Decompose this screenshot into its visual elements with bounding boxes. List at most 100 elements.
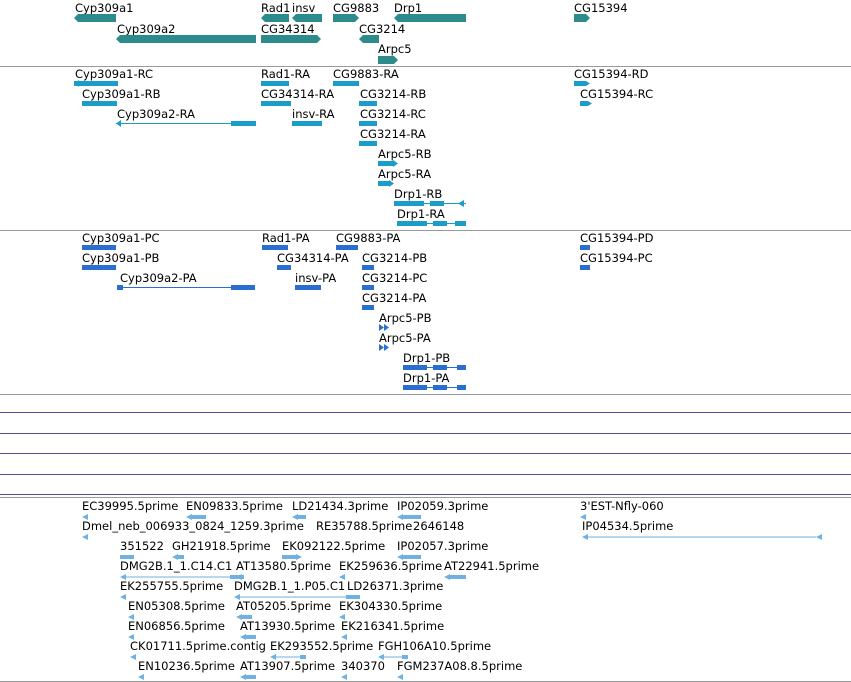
protein-feature[interactable]: [379, 344, 389, 352]
transcript-label: CG15394-RD: [574, 67, 649, 81]
est-feature[interactable]: [234, 594, 360, 600]
protein-label: CG3214-PB: [362, 251, 428, 265]
transcript-feature[interactable]: [359, 140, 377, 148]
est-feature[interactable]: [341, 634, 351, 640]
track-divider: [0, 394, 851, 395]
est-feature[interactable]: [172, 554, 184, 560]
gene-feature[interactable]: [378, 56, 398, 66]
transcript-feature[interactable]: [359, 120, 377, 128]
est-feature[interactable]: [397, 674, 407, 680]
protein-feature[interactable]: [336, 244, 358, 252]
est-feature[interactable]: [120, 554, 134, 560]
est-label: IP04534.5prime: [582, 519, 674, 533]
protein-feature[interactable]: [82, 244, 116, 252]
protein-feature[interactable]: [580, 264, 590, 272]
track-divider: [0, 230, 851, 231]
transcript-feature[interactable]: [333, 80, 359, 88]
track-divider: [0, 497, 851, 498]
transcript-feature[interactable]: [261, 100, 291, 108]
transcript-feature[interactable]: [116, 120, 256, 128]
est-feature[interactable]: [292, 514, 306, 520]
gene-feature[interactable]: [333, 14, 359, 24]
gene-feature[interactable]: [116, 35, 256, 45]
protein-feature[interactable]: [362, 304, 374, 312]
transcript-feature[interactable]: [74, 80, 118, 88]
est-feature[interactable]: [580, 514, 588, 520]
gene-feature[interactable]: [261, 35, 321, 45]
protein-feature[interactable]: [403, 364, 466, 372]
est-feature[interactable]: [582, 534, 822, 540]
transcript-feature[interactable]: [378, 180, 394, 188]
est-feature[interactable]: [130, 654, 140, 660]
transcript-feature[interactable]: [359, 100, 377, 108]
est-feature[interactable]: [397, 554, 421, 560]
transcript-label: Drp1-RB: [394, 187, 443, 201]
est-label: DMG2B.1_1.P05.C1: [234, 579, 346, 593]
protein-feature[interactable]: [262, 244, 288, 252]
transcript-feature[interactable]: [292, 120, 322, 128]
protein-label: CG9883-PA: [336, 231, 401, 245]
protein-feature[interactable]: [379, 324, 389, 332]
protein-feature[interactable]: [403, 384, 466, 392]
protein-feature[interactable]: [362, 284, 374, 292]
est-feature[interactable]: [236, 614, 252, 620]
gene-label: CG9883: [333, 1, 380, 15]
protein-feature[interactable]: [580, 244, 590, 252]
est-feature[interactable]: [128, 634, 138, 640]
est-feature[interactable]: [339, 574, 349, 580]
est-feature[interactable]: [186, 514, 206, 520]
protein-label: Arpc5-PA: [379, 331, 431, 345]
protein-feature[interactable]: [117, 284, 255, 292]
transcript-label: Arpc5-RB: [378, 147, 432, 161]
est-label: EK216341.5prime: [341, 619, 445, 633]
est-feature[interactable]: [397, 514, 421, 520]
gene-feature[interactable]: [74, 14, 116, 24]
transcript-label: CG9883-RA: [333, 67, 399, 81]
est-feature[interactable]: [128, 614, 138, 620]
gene-feature[interactable]: [394, 14, 466, 24]
est-feature[interactable]: [82, 514, 90, 520]
est-feature[interactable]: [240, 634, 256, 640]
est-feature[interactable]: [339, 614, 349, 620]
est-feature[interactable]: [138, 674, 148, 680]
transcript-feature[interactable]: [394, 200, 466, 208]
protein-label: insv-PA: [295, 271, 337, 285]
gene-feature[interactable]: [292, 14, 322, 24]
est-feature[interactable]: [270, 654, 306, 660]
protein-label: CG34314-PA: [277, 251, 349, 265]
gene-feature[interactable]: [359, 35, 379, 45]
est-feature[interactable]: [236, 574, 246, 580]
protein-feature[interactable]: [295, 284, 321, 292]
gene-feature[interactable]: [574, 14, 590, 24]
transcript-track: Cyp309a1-RC Cyp309a1-RB Cyp309a2-RA Rad1…: [0, 67, 851, 230]
est-label: EK259636.5prime: [339, 559, 443, 573]
est-label: 2646148: [413, 519, 465, 533]
est-label: CK01711.5prime.contig: [130, 639, 266, 653]
gene-feature[interactable]: [261, 14, 289, 24]
est-feature[interactable]: [444, 574, 466, 580]
protein-feature[interactable]: [362, 264, 374, 272]
est-feature[interactable]: [120, 594, 130, 600]
transcript-label: CG3214-RC: [360, 107, 426, 121]
empty-track-line: [0, 474, 851, 475]
protein-feature[interactable]: [82, 264, 116, 272]
protein-label: CG15394-PC: [580, 251, 653, 265]
protein-feature[interactable]: [277, 264, 291, 272]
est-feature[interactable]: [341, 674, 351, 680]
est-feature[interactable]: [378, 654, 408, 660]
transcript-feature[interactable]: [261, 80, 289, 88]
transcript-feature[interactable]: [397, 220, 466, 228]
est-label: EN10236.5prime: [138, 659, 235, 673]
transcript-feature[interactable]: [82, 100, 117, 108]
transcript-feature[interactable]: [580, 100, 592, 108]
est-label: EN09833.5prime: [186, 499, 283, 513]
est-label: EC39995.5prime: [82, 499, 179, 513]
protein-label: Cyp309a1-PB: [82, 251, 160, 265]
transcript-feature[interactable]: [574, 80, 590, 88]
est-feature[interactable]: [82, 534, 90, 540]
est-label: LD21434.3prime: [292, 499, 389, 513]
est-feature[interactable]: [240, 674, 256, 680]
transcript-feature[interactable]: [378, 160, 398, 168]
est-feature[interactable]: [282, 554, 302, 560]
gene-label: Cyp309a2: [117, 22, 176, 36]
